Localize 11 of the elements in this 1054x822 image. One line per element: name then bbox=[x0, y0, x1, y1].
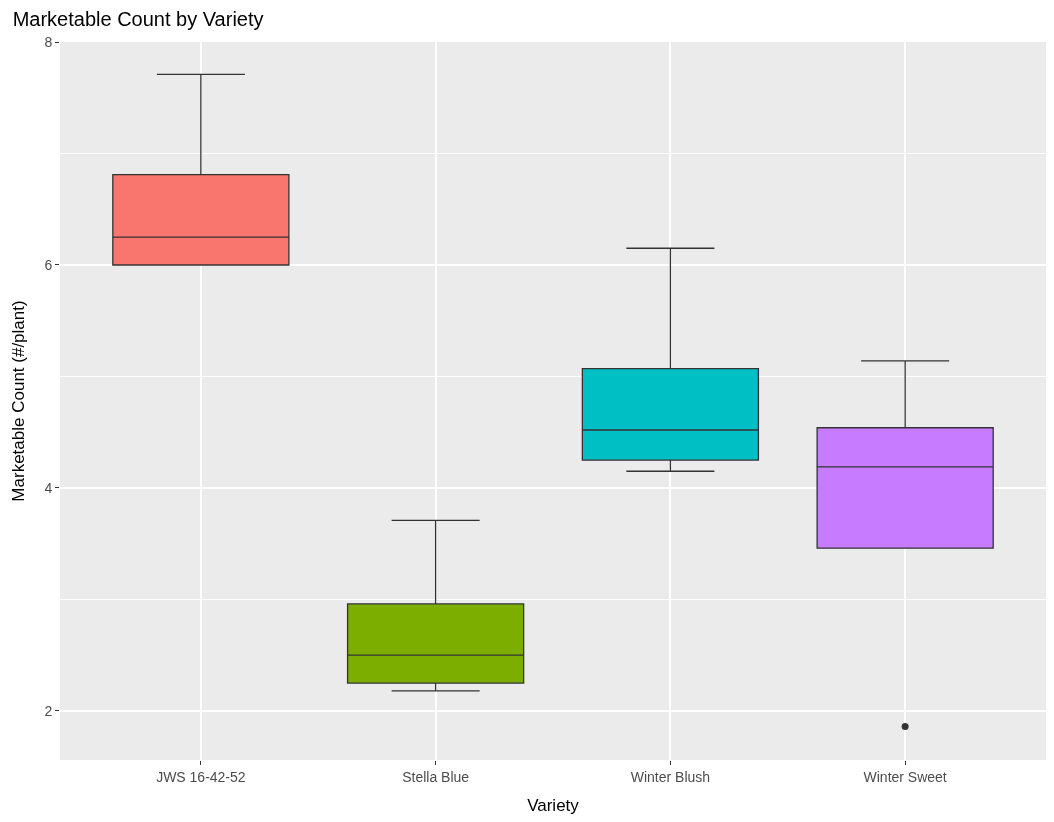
x-tick-label: Stella Blue bbox=[402, 768, 470, 785]
x-tick-label: JWS 16-42-52 bbox=[156, 768, 246, 785]
y-axis-title: Marketable Count (#/plant) bbox=[8, 300, 28, 502]
y-tick-label: 6 bbox=[44, 256, 53, 273]
chart-title: Marketable Count by Variety bbox=[12, 8, 264, 31]
x-tick-label: Winter Sweet bbox=[863, 768, 947, 785]
x-tick-label: Winter Blush bbox=[630, 768, 711, 785]
y-tick-label: 4 bbox=[44, 479, 53, 496]
y-tick-label: 8 bbox=[44, 33, 53, 50]
x-axis-title: Variety bbox=[527, 796, 580, 816]
y-tick-label: 2 bbox=[44, 702, 53, 719]
